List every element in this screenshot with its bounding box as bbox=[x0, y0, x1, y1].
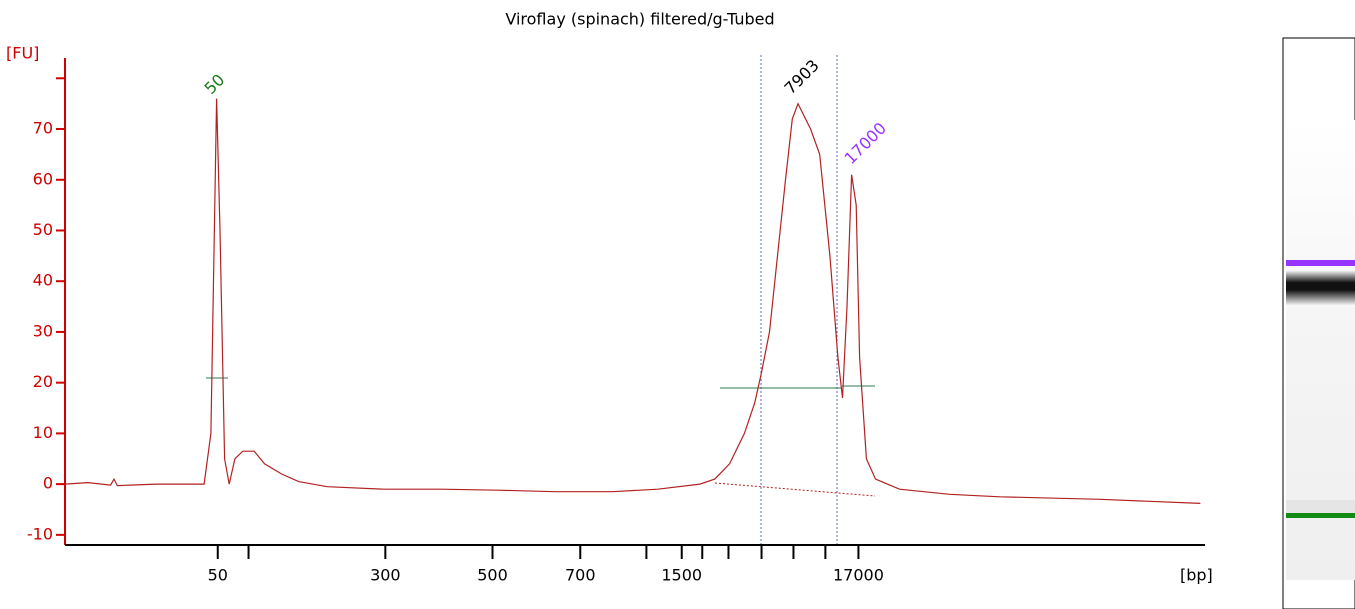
y-tick-label: 70 bbox=[33, 119, 53, 138]
y-tick-label: 20 bbox=[33, 372, 53, 391]
y-axis-label: [FU] bbox=[6, 44, 39, 63]
x-axis-label: [bp] bbox=[1180, 566, 1213, 585]
peak-annotation: 7903 bbox=[781, 56, 823, 98]
y-tick-label: -10 bbox=[27, 524, 53, 543]
peak-annotation: 17000 bbox=[841, 119, 890, 168]
x-tick-label: 50 bbox=[208, 566, 228, 585]
x-tick-label: 700 bbox=[565, 566, 596, 585]
chart-title: Viroflay (spinach) filtered/g-Tubed bbox=[505, 10, 774, 29]
x-tick-label: 300 bbox=[370, 566, 401, 585]
x-tick-label: 500 bbox=[477, 566, 508, 585]
y-tick-label: 40 bbox=[33, 271, 53, 290]
y-tick-label: 0 bbox=[43, 474, 53, 493]
gel-marker-lower bbox=[1286, 513, 1355, 518]
trace bbox=[64, 98, 1201, 504]
baseline bbox=[714, 482, 876, 497]
gel-marker-upper bbox=[1286, 260, 1355, 266]
y-tick-label: 60 bbox=[33, 169, 53, 188]
gel-band bbox=[1286, 500, 1355, 514]
x-tick-label: 1500 bbox=[661, 566, 702, 585]
y-tick-label: 30 bbox=[33, 321, 53, 340]
peak-annotation: 50 bbox=[201, 70, 229, 98]
y-tick-label: 10 bbox=[33, 423, 53, 442]
gel-band bbox=[1286, 270, 1355, 306]
x-tick-label: 17000 bbox=[833, 566, 884, 585]
y-tick-label: 50 bbox=[33, 220, 53, 239]
